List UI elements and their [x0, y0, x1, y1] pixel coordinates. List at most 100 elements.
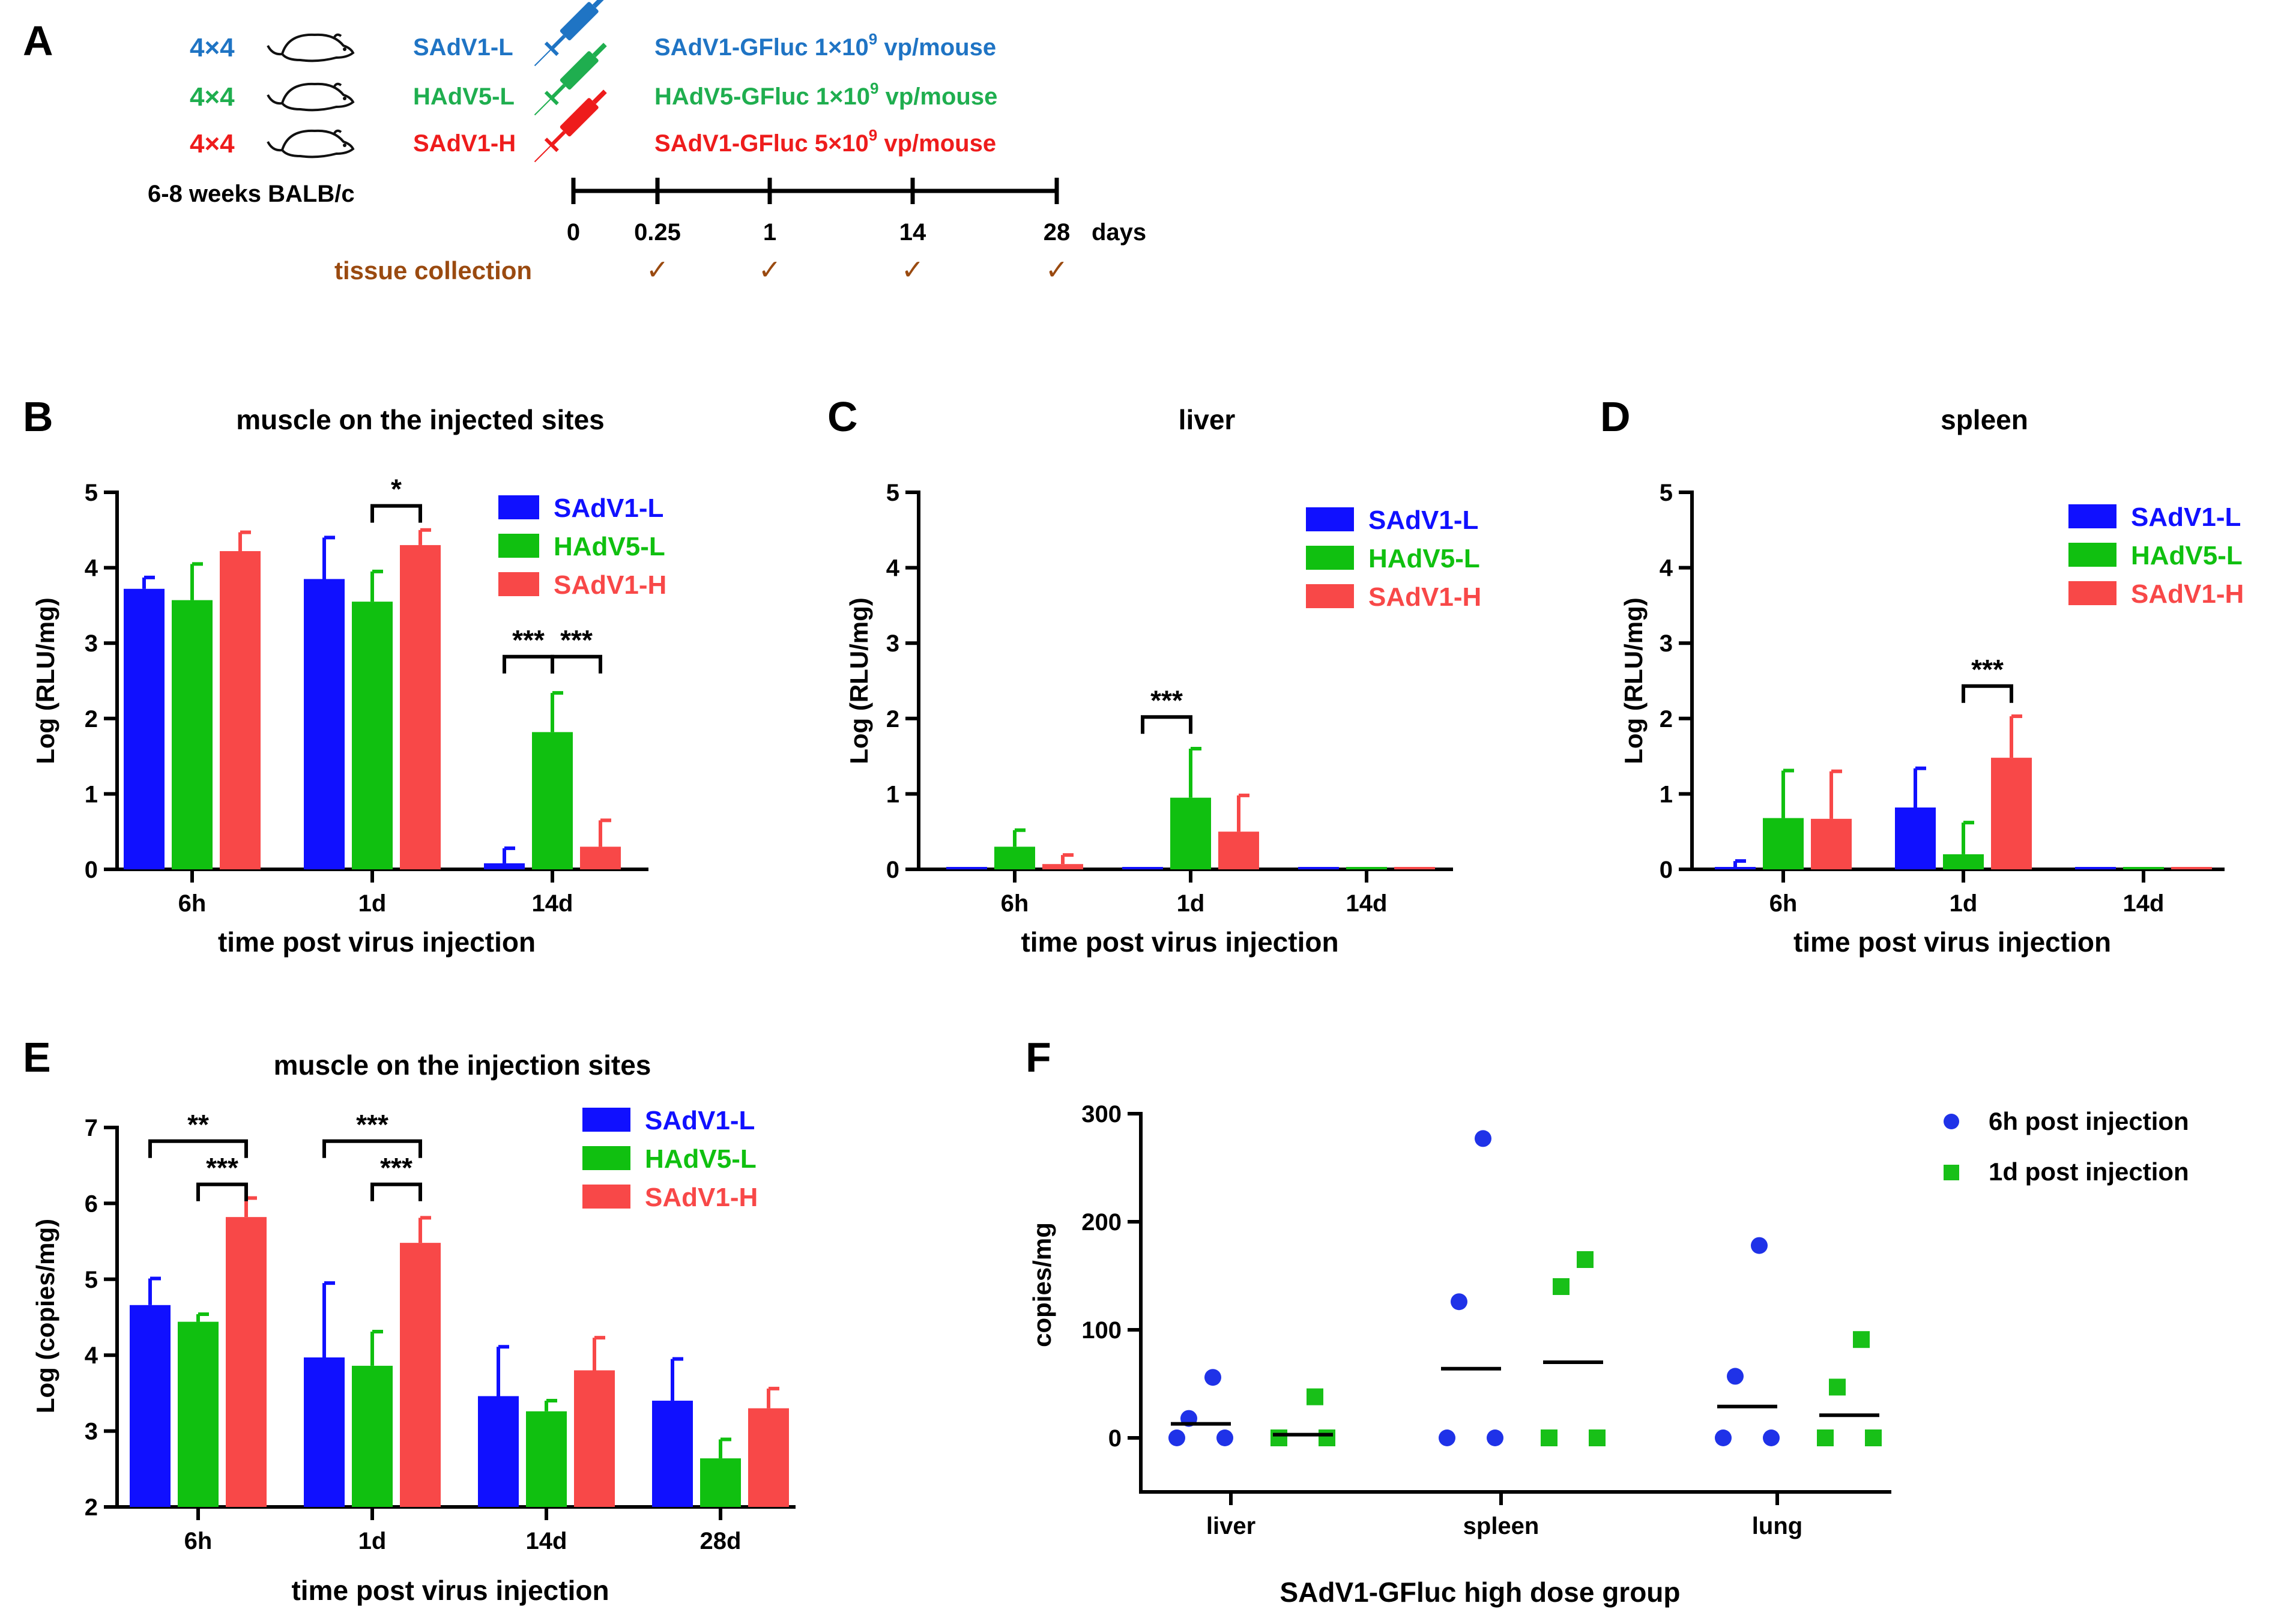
- bar: [532, 732, 573, 869]
- legend-swatch: [1306, 546, 1354, 570]
- chart-b: muscle on the injected sites 0 1 2 3 4 5 Log (R…: [31, 404, 666, 958]
- significance-bracket: [196, 1182, 248, 1201]
- x-tick-label: 6h: [1769, 890, 1798, 917]
- panel-label-b: B: [23, 393, 53, 440]
- legend-label: SAdV1-H: [645, 1183, 758, 1212]
- bar: [352, 1365, 393, 1507]
- bar: [400, 1243, 441, 1507]
- scheme-row-2: 4×4 SAdV1-H SAdV1-GFluc 5×109 vp/mouse: [190, 89, 996, 163]
- timeline-tick-label: 28: [1044, 219, 1071, 246]
- x-tick-label: 1d: [358, 890, 387, 917]
- y-tick-label: 5: [1660, 480, 1673, 506]
- timeline-tick-label: 0: [567, 219, 580, 246]
- chart-title: spleen: [1941, 404, 2028, 435]
- x-tick-label: spleen: [1463, 1513, 1539, 1539]
- data-point: [1307, 1388, 1323, 1405]
- y-tick-label: 4: [1660, 555, 1673, 582]
- days-label: days: [1092, 219, 1146, 246]
- syringe-icon: [534, 0, 607, 67]
- x-tick-label: 14d: [526, 1528, 567, 1554]
- bar: [994, 847, 1035, 869]
- y-tick-label: 1: [886, 781, 899, 807]
- data-point: [1451, 1293, 1467, 1311]
- check-icon: ✓: [901, 254, 925, 285]
- legend-swatch: [498, 572, 539, 596]
- data-point: [1715, 1429, 1732, 1446]
- x-tick-label: 6h: [178, 890, 207, 917]
- legend-label: HAdV5-L: [554, 532, 665, 561]
- significance-label: *: [391, 474, 402, 505]
- y-tick-label: 6: [85, 1191, 98, 1217]
- data-point: [1763, 1429, 1780, 1446]
- data-point: [1577, 1251, 1594, 1268]
- scheme-row-0: 4×4 SAdV1-L SAdV1-GFluc 1×109 vp/mouse: [190, 0, 996, 67]
- y-tick-label: 2: [886, 706, 899, 732]
- chart-c: liver 0 1 2 3 4 5 Log (RLU/mg) time post virus i…: [845, 404, 1481, 958]
- x-tick-label: 14d: [532, 890, 573, 917]
- timeline-tick-label: 0.25: [634, 219, 681, 246]
- legend-swatch: [498, 534, 539, 558]
- y-tick-label: 5: [85, 480, 98, 506]
- chart-e: muscle on the injection sites 2 3 4 5 6 7 Log (…: [31, 1049, 796, 1606]
- x-tick-label: 1d: [358, 1528, 387, 1554]
- bar: [1298, 867, 1339, 869]
- significance-bracket: [1962, 684, 2013, 703]
- legend-swatch: [498, 495, 539, 519]
- bar: [1811, 818, 1852, 869]
- y-tick-label: 300: [1081, 1101, 1122, 1127]
- significance-bracket: [370, 1182, 422, 1201]
- significance-label: ***: [512, 624, 545, 656]
- bar: [304, 1357, 345, 1507]
- y-tick-label: 100: [1081, 1317, 1122, 1344]
- chart-d: spleen 0 1 2 3 4 5 Log (RLU/mg) time post virus …: [1619, 404, 2244, 958]
- y-tick-label: 3: [1660, 630, 1673, 657]
- legend-label: SAdV1-L: [1368, 506, 1478, 535]
- y-tick-label: 7: [85, 1115, 98, 1141]
- data-point: [1589, 1429, 1606, 1446]
- bar: [124, 588, 165, 869]
- data-point: [1541, 1429, 1557, 1446]
- y-tick-label: 3: [886, 630, 899, 657]
- bar: [1042, 864, 1083, 869]
- x-tick-label: 28d: [700, 1528, 742, 1554]
- bar: [1895, 807, 1936, 869]
- group-name: HAdV5-L: [413, 83, 515, 110]
- legend-swatch: [1306, 584, 1354, 608]
- check-icon: ✓: [758, 254, 782, 285]
- y-tick-label: 2: [85, 1494, 98, 1521]
- timeline-tick-label: 1: [763, 219, 776, 246]
- x-tick-label: 1d: [1950, 890, 1978, 917]
- significance-label: ***: [560, 624, 593, 656]
- legend-marker: [1944, 1114, 1959, 1129]
- panel-label-a: A: [23, 17, 53, 64]
- bar: [946, 867, 987, 869]
- y-tick-label: 5: [886, 480, 899, 506]
- x-axis-label: time post virus injection: [218, 926, 536, 958]
- legend-swatch: [2068, 543, 2116, 567]
- bar: [2123, 867, 2164, 869]
- data-point: [1216, 1429, 1233, 1446]
- data-point: [1865, 1429, 1882, 1446]
- significance-bracket: [503, 654, 554, 674]
- y-tick-label: 4: [85, 1342, 98, 1369]
- scheme-panel: 4×4 SAdV1-L SAdV1-GFluc 1×109 vp/mouse 4…: [148, 0, 1146, 285]
- significance-label: ***: [356, 1109, 388, 1140]
- legend-label: SAdV1-H: [554, 570, 666, 600]
- significance-label: ***: [206, 1152, 238, 1183]
- syringe-icon: [534, 89, 607, 163]
- y-axis-label: Log (copies/mg): [31, 1219, 59, 1413]
- y-tick-label: 1: [85, 781, 98, 807]
- syringe-icon: [534, 43, 607, 116]
- x-axis-label: time post virus injection: [291, 1575, 609, 1606]
- bar: [1122, 867, 1163, 869]
- y-tick-label: 0: [886, 857, 899, 883]
- data-point: [1270, 1429, 1287, 1446]
- legend-marker: [1944, 1165, 1959, 1180]
- x-axis-label: SAdV1-GFluc high dose group: [1280, 1577, 1681, 1608]
- bar: [478, 1396, 519, 1507]
- bar: [130, 1305, 171, 1507]
- x-tick-label: 1d: [1177, 890, 1205, 917]
- bar: [352, 602, 393, 869]
- bar: [2075, 867, 2116, 869]
